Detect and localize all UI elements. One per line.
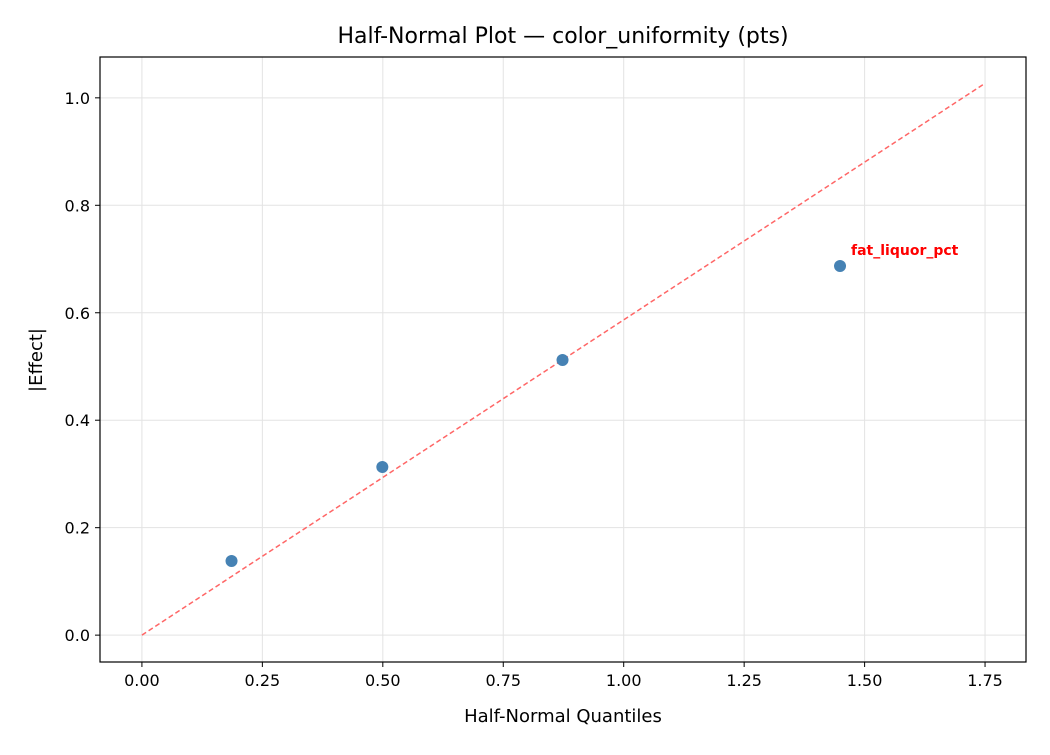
x-tick-label: 0.00: [124, 671, 160, 690]
chart-title: Half-Normal Plot — color_uniformity (pts…: [337, 24, 788, 49]
x-tick-label: 1.75: [967, 671, 1003, 690]
y-tick-label: 1.0: [65, 89, 90, 108]
y-tick-label: 0.4: [65, 411, 90, 430]
point-annotation: fat_liquor_pct: [851, 243, 959, 259]
y-tick-label: 0.6: [65, 304, 90, 323]
data-point: [376, 460, 389, 473]
data-point: [225, 554, 238, 567]
y-tick-label: 0.0: [65, 626, 90, 645]
y-axis-label: |Effect|: [26, 328, 47, 392]
data-point: [556, 354, 569, 367]
x-tick-label: 0.50: [365, 671, 401, 690]
x-tick-label: 1.50: [847, 671, 883, 690]
plot-frame: [99, 56, 1027, 663]
x-axis-label: Half-Normal Quantiles: [464, 706, 662, 727]
data-point: [834, 260, 847, 273]
y-tick-label: 0.8: [65, 196, 90, 215]
x-tick-label: 0.25: [245, 671, 281, 690]
y-tick-label: 0.2: [65, 519, 90, 538]
x-tick-label: 0.75: [485, 671, 521, 690]
x-tick-label: 1.00: [606, 671, 642, 690]
x-tick-label: 1.25: [726, 671, 762, 690]
